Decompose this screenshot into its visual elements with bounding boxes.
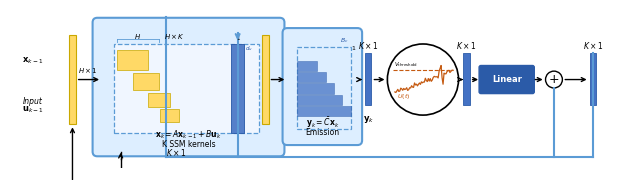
Text: 1: 1 [352, 46, 356, 51]
Text: $K \times 1$: $K \times 1$ [166, 147, 186, 158]
Bar [296, 72, 326, 82]
Text: $H \times 1$: $H \times 1$ [77, 66, 97, 75]
Text: $\mathbf{x}_k = A\mathbf{x}_{k-1} + B\mathbf{u}_k$: $\mathbf{x}_k = A\mathbf{x}_{k-1} + B\ma… [156, 129, 222, 141]
Bar [296, 61, 317, 71]
Bar [231, 44, 244, 133]
Bar [365, 53, 371, 105]
Text: $K \times 1$: $K \times 1$ [358, 40, 378, 51]
Text: $K \times 1$: $K \times 1$ [456, 40, 477, 51]
Text: Linear: Linear [492, 75, 522, 84]
Bar [133, 73, 159, 90]
Text: $K \times 1$: $K \times 1$ [582, 40, 603, 51]
FancyBboxPatch shape [479, 66, 534, 94]
Bar [296, 94, 342, 105]
Text: Input: Input [22, 96, 42, 105]
Text: $\mathbf{y}_k$: $\mathbf{y}_k$ [363, 114, 374, 125]
FancyBboxPatch shape [93, 18, 284, 156]
Text: +: + [548, 73, 559, 86]
Text: $\mathbf{u}_{k-1}$: $\mathbf{u}_{k-1}$ [22, 104, 44, 115]
Bar [296, 106, 351, 116]
Bar [589, 53, 596, 105]
Circle shape [387, 44, 458, 115]
Bar [296, 83, 334, 94]
Text: 1: 1 [236, 36, 239, 41]
Text: $H \times K$: $H \times K$ [164, 32, 186, 41]
Bar [69, 35, 76, 123]
Bar [296, 47, 351, 129]
Text: Emission: Emission [305, 128, 339, 137]
Text: $d_u$: $d_u$ [245, 44, 253, 53]
FancyBboxPatch shape [283, 28, 362, 145]
Text: $V_{\mathrm{threshold}}$: $V_{\mathrm{threshold}}$ [394, 60, 417, 69]
Text: $B_c$: $B_c$ [340, 36, 349, 45]
Circle shape [545, 71, 563, 88]
Text: K SSM kernels: K SSM kernels [162, 140, 215, 149]
Bar [114, 44, 259, 133]
Text: $\mathbf{y}_k = \bar{C}\mathbf{x}_k$: $\mathbf{y}_k = \bar{C}\mathbf{x}_k$ [306, 115, 339, 130]
Text: $U(t)$: $U(t)$ [397, 92, 410, 101]
Bar [148, 93, 170, 107]
Bar [160, 109, 179, 122]
Text: $H$: $H$ [134, 32, 141, 41]
Bar [463, 53, 470, 105]
Bar [117, 50, 148, 70]
Text: $\mathbf{x}_{k-1}$: $\mathbf{x}_{k-1}$ [22, 56, 44, 66]
Bar [262, 35, 269, 123]
